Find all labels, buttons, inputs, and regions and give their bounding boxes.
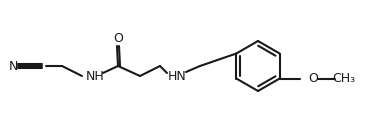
- Text: HN: HN: [168, 70, 186, 82]
- Text: O: O: [113, 32, 123, 44]
- Text: N: N: [8, 60, 18, 72]
- Text: NH: NH: [85, 70, 104, 82]
- Text: CH₃: CH₃: [332, 72, 355, 85]
- Text: O: O: [309, 72, 319, 85]
